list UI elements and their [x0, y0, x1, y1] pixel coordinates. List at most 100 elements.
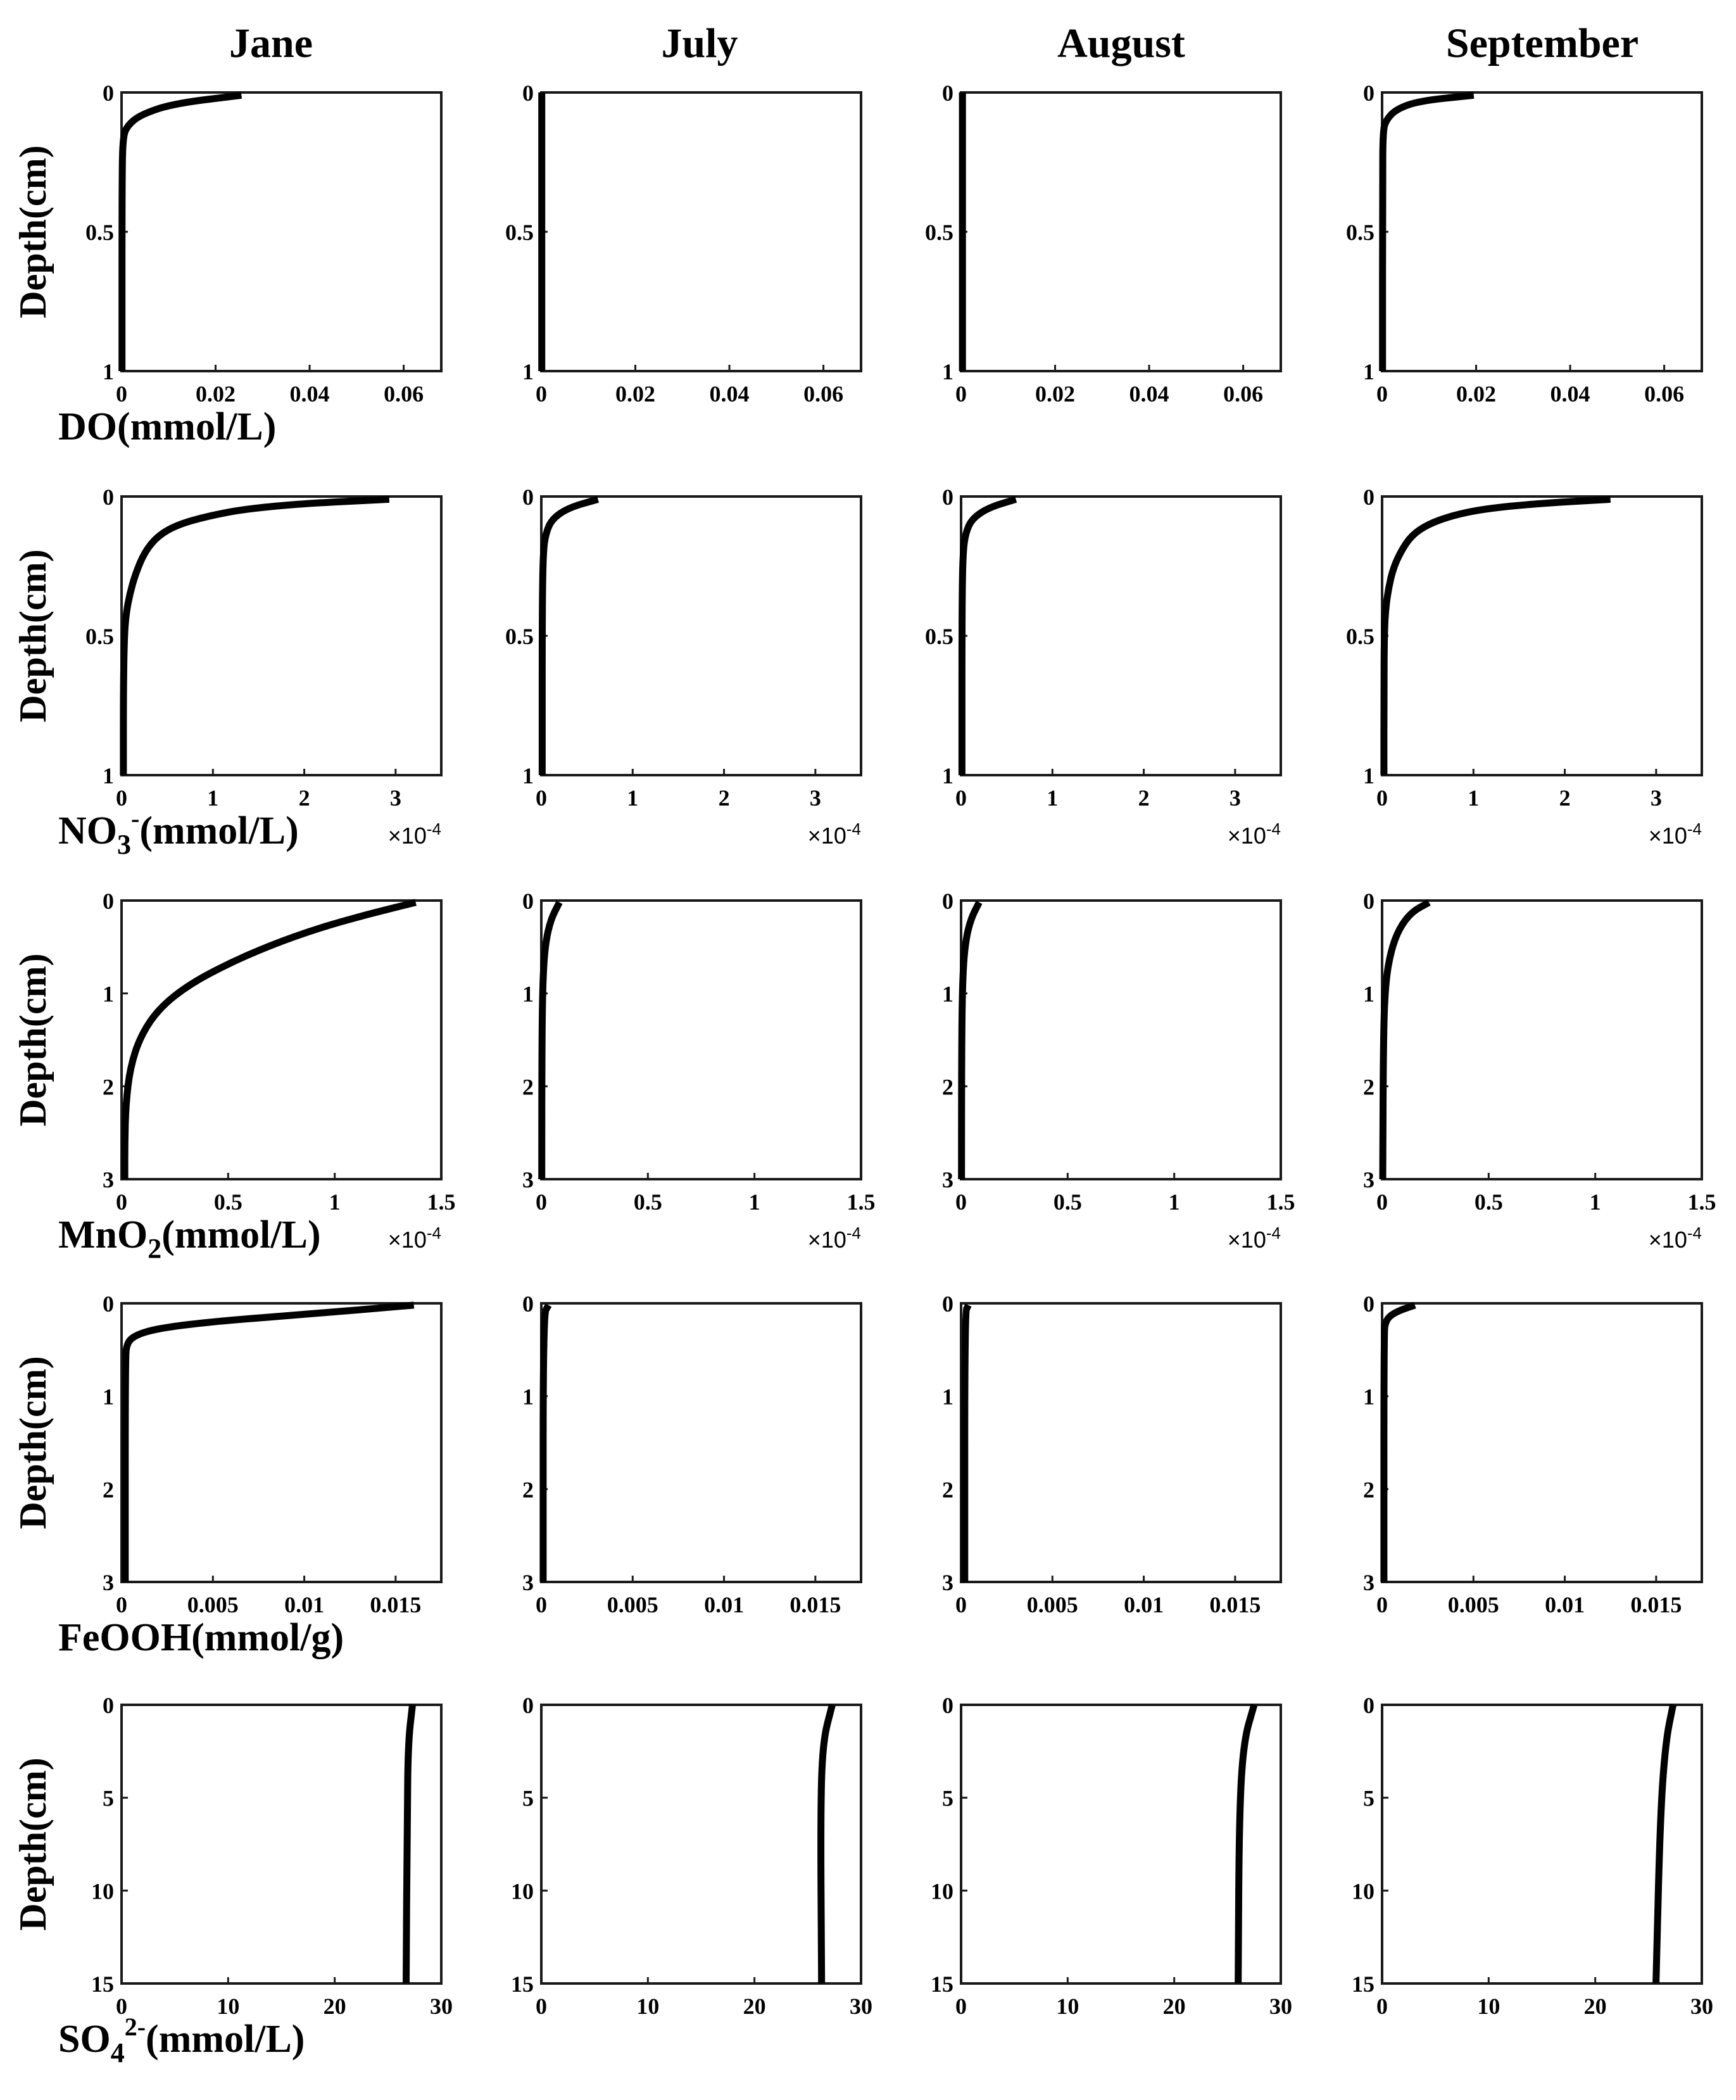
- x-tick-label: 2: [299, 785, 310, 811]
- x-tick-label: 0.005: [187, 1592, 239, 1617]
- x-tick-label: 0: [955, 785, 967, 811]
- x-tick-label: 30: [430, 1994, 453, 2019]
- x-tick-label: 2: [1138, 785, 1150, 811]
- y-tick-label: 15: [511, 1971, 534, 1997]
- y-tick-label: 3: [942, 1167, 953, 1192]
- y-tick-label: 0: [103, 1291, 114, 1317]
- panel-mno2-september: 0 0.5 1 1.5 0 1 2 3 ×10-4: [1363, 889, 1716, 1253]
- x-tick-label: 0: [1376, 381, 1388, 407]
- y-tick-label: 0: [942, 1291, 953, 1317]
- y-tick-label: 0: [103, 484, 114, 510]
- x-multiplier: ×10-4: [388, 1224, 441, 1253]
- x-tick-label: 0.015: [789, 1592, 841, 1617]
- y-tick-label: 15: [931, 1971, 953, 1997]
- y-tick-label: 0: [942, 80, 953, 106]
- y-tick-label: 1: [522, 1384, 534, 1410]
- y-tick-label: 10: [1352, 1878, 1374, 1904]
- x-tick-label: 0.01: [704, 1592, 744, 1617]
- y-tick-label: 3: [522, 1167, 534, 1192]
- y-tick-label: 10: [931, 1878, 953, 1904]
- x-tick-label: 0: [536, 1592, 547, 1617]
- y-tick-label: 0.5: [1346, 624, 1374, 649]
- profile-line: [539, 1303, 552, 1582]
- y-tick-label: 2: [103, 1074, 114, 1099]
- x-axis-label-mno2: MnO2(mmol/L): [58, 1213, 321, 1264]
- profile-line: [121, 899, 417, 1179]
- x-tick-label: 0.005: [1027, 1592, 1078, 1617]
- y-tick-label: 5: [1363, 1786, 1374, 1811]
- y-axis-label: Depth(cm): [12, 953, 54, 1126]
- y-tick-label: 2: [942, 1477, 953, 1502]
- x-axis-label-no3: NO3-(mmol/L): [58, 804, 299, 860]
- x-tick-label: 20: [1163, 1994, 1186, 2019]
- y-tick-label: 15: [91, 1971, 114, 1997]
- x-multiplier: ×10-4: [808, 819, 861, 849]
- plot-frame: [1381, 899, 1703, 1180]
- panel-feooh-jane: 0 0.005 0.01 0.015 0 1 2 3: [103, 1291, 443, 1617]
- y-tick-label: 0: [103, 1693, 114, 1718]
- x-tick-label: 0.01: [1545, 1592, 1585, 1617]
- y-tick-label: 1: [942, 1384, 953, 1410]
- x-tick-label: 0: [1376, 785, 1388, 811]
- plot-frame: [540, 1302, 862, 1583]
- y-axis-label: Depth(cm): [12, 549, 54, 722]
- y-tick-label: 5: [942, 1786, 953, 1811]
- x-tick-label: 0: [536, 381, 547, 407]
- y-tick-label: 1: [522, 982, 534, 1007]
- x-tick-label: 1.5: [1688, 1189, 1716, 1215]
- y-tick-label: 1: [942, 982, 953, 1007]
- x-tick-label: 0: [955, 1189, 967, 1215]
- y-tick-label: 0: [1363, 1291, 1374, 1317]
- x-tick-label: 3: [1230, 785, 1241, 811]
- x-tick-label: 0: [1376, 1994, 1388, 2019]
- y-tick-label: 5: [522, 1786, 534, 1811]
- y-tick-label: 1: [103, 359, 114, 384]
- x-tick-label: 10: [1056, 1994, 1079, 2019]
- x-multiplier: ×10-4: [1228, 819, 1281, 849]
- x-tick-label: 0: [955, 381, 967, 407]
- profile-line: [1235, 1704, 1258, 1984]
- y-tick-label: 1: [942, 763, 953, 788]
- x-multiplier: ×10-4: [1649, 1224, 1702, 1253]
- y-tick-label: 0: [1363, 484, 1374, 510]
- x-tick-label: 3: [810, 785, 821, 811]
- x-tick-label: 0.04: [1129, 381, 1169, 407]
- panel-mno2-july: 0 0.5 1 1.5 0 1 2 3 ×10-4: [522, 889, 876, 1253]
- x-tick-label: 0.06: [1644, 381, 1684, 407]
- y-tick-label: 0: [942, 889, 953, 914]
- panel-no3-september: 0 1 2 300.51×10-4: [1346, 484, 1703, 849]
- x-axis-label-do: DO(mmol/L): [58, 405, 276, 448]
- x-tick-label: 1: [1047, 785, 1058, 811]
- row-labels: Depth(cm) DO(mmol/L) Depth(cm) NO3-(mmol/L)…: [12, 145, 344, 2068]
- y-tick-label: 10: [91, 1878, 114, 1904]
- y-axis-label: Depth(cm): [12, 145, 54, 318]
- plot-frame: [540, 1704, 862, 1985]
- y-tick-label: 10: [511, 1878, 534, 1904]
- y-tick-label: 2: [1363, 1477, 1374, 1502]
- plot-frame: [120, 91, 443, 372]
- profile-line: [958, 901, 983, 1180]
- x-tick-label: 0.04: [290, 381, 330, 407]
- x-tick-label: 0: [116, 381, 127, 407]
- x-tick-label: 0.04: [710, 381, 750, 407]
- x-tick-label: 0: [116, 785, 127, 811]
- column-title-july: July: [661, 20, 738, 66]
- x-axis-label-feooh: FeOOH(mmol/g): [58, 1616, 344, 1659]
- x-tick-label: 3: [390, 785, 401, 811]
- x-multiplier: ×10-4: [1228, 1224, 1281, 1253]
- y-tick-label: 0: [1363, 80, 1374, 106]
- profile-line: [403, 1704, 416, 1984]
- x-tick-label: 10: [636, 1994, 659, 2019]
- profile-line: [538, 496, 600, 775]
- x-tick-label: 0.005: [607, 1592, 658, 1617]
- x-tick-label: 2: [1559, 785, 1571, 811]
- x-tick-label: 0: [955, 1994, 967, 2019]
- x-tick-label: 1: [1169, 1189, 1180, 1215]
- y-axis-label: Depth(cm): [12, 1356, 54, 1529]
- x-tick-label: 0.06: [1223, 381, 1263, 407]
- y-tick-label: 0.5: [1346, 220, 1374, 245]
- profile-line: [958, 496, 1017, 775]
- x-tick-label: 10: [217, 1994, 239, 2019]
- panel-feooh-july: 0 0.005 0.01 0.015 0 1 2 3: [522, 1291, 862, 1617]
